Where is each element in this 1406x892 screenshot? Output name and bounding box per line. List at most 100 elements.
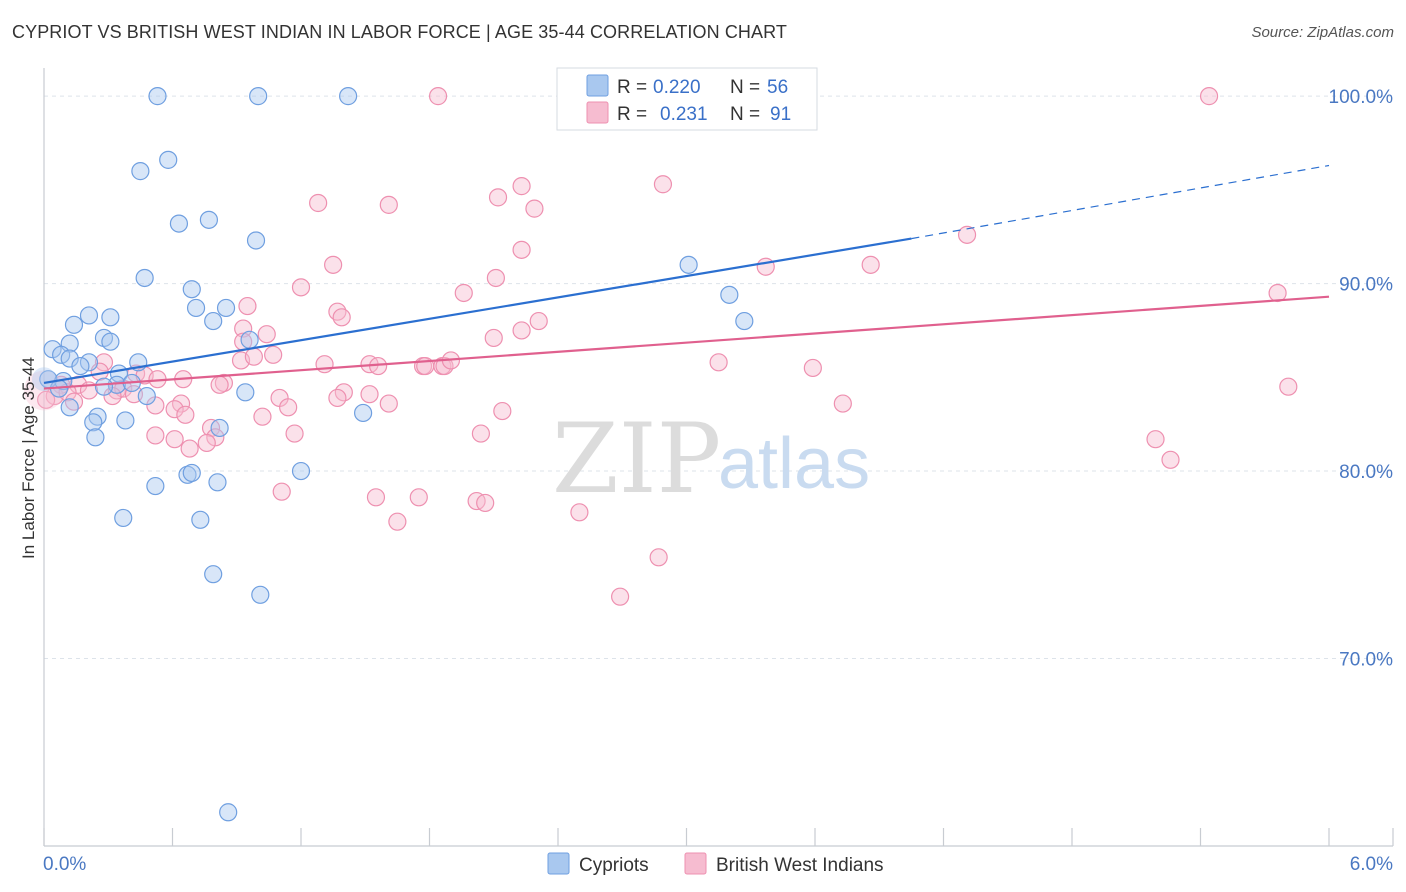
bwi-point: [285, 424, 304, 443]
x-tick-label-min: 0.0%: [43, 854, 86, 875]
bwi-point: [803, 358, 822, 378]
bwi-point: [146, 426, 165, 445]
bwi-point: [653, 175, 673, 194]
trend-lines: [43, 164, 1330, 390]
legend-swatch-cypriots: [586, 74, 609, 97]
bottom-legend-swatch-cypriots: [547, 852, 570, 875]
watermark-atlas: atlas: [718, 424, 870, 504]
bwi-point: [512, 177, 531, 196]
bwi-point: [957, 225, 977, 244]
bwi-point: [1146, 430, 1165, 449]
cypriots-trend-extension: [911, 164, 1330, 240]
cypriot-point: [84, 413, 103, 432]
bwi-point: [37, 390, 56, 409]
cypriot-point: [246, 231, 266, 250]
bwi-point: [379, 394, 398, 413]
cypriots-trend-line: [43, 237, 912, 385]
chart-title: CYPRIOT VS BRITISH WEST INDIAN IN LABOR …: [12, 22, 787, 42]
bwi-point: [409, 488, 428, 507]
bwi-point: [471, 424, 490, 443]
y-tick-label: 100.0%: [1329, 87, 1394, 108]
cypriot-point: [210, 418, 229, 438]
cypriot-point: [116, 411, 135, 430]
bwi-point: [861, 255, 880, 274]
bwi-point: [257, 325, 276, 344]
cypriot-cluster-bubble: [32, 367, 56, 392]
bwi-point: [94, 353, 114, 372]
cypriot-point: [60, 349, 79, 368]
bwi-point: [570, 503, 589, 522]
bwi-point: [1161, 450, 1180, 469]
cypriot-point: [159, 150, 178, 169]
cypriot-point: [354, 403, 373, 423]
bwi-point: [512, 240, 531, 259]
bwi-point: [379, 195, 398, 214]
legend-r-label-1: R =: [617, 77, 647, 98]
cypriot-point: [101, 332, 120, 351]
legend-r-value-1: 0.220: [653, 77, 701, 98]
cypriot-point: [204, 565, 223, 584]
cypriot-point: [71, 356, 90, 376]
bwi-point: [388, 512, 407, 531]
bwi-point: [360, 385, 379, 404]
bwi-point: [488, 188, 508, 207]
cypriot-point: [219, 803, 238, 822]
bottom-legend-swatch-bwi: [684, 852, 707, 875]
legend-r-value-2: 0.231: [660, 104, 708, 125]
x-ticks: [43, 828, 1394, 846]
bwi-point: [1279, 377, 1298, 396]
cypriot-point: [735, 311, 754, 331]
cypriot-point: [236, 383, 255, 402]
cypriot-point: [216, 298, 236, 318]
bwi-point: [529, 311, 548, 331]
cypriot-point: [60, 398, 79, 417]
bwi-point: [234, 319, 253, 338]
cypriot-point: [679, 255, 698, 274]
cypriot-point: [251, 585, 270, 604]
cypriot-point: [720, 285, 739, 304]
bwi-point: [279, 398, 298, 417]
bwi-point: [291, 278, 311, 297]
cypriot-point: [249, 87, 268, 106]
cypriot-point: [64, 315, 84, 334]
bwi-point: [649, 548, 668, 567]
bwi-point: [180, 439, 199, 458]
cypriot-point: [291, 461, 311, 481]
cypriot-point: [186, 298, 206, 318]
cypriot-point: [146, 476, 165, 496]
bwi-point: [210, 375, 229, 394]
bwi-point: [264, 345, 283, 364]
cypriot-point: [169, 214, 189, 233]
bwi-point: [493, 401, 512, 421]
bwi-point: [709, 353, 728, 372]
x-tick-label-max: 6.0%: [1350, 854, 1393, 875]
cypriot-point: [204, 311, 223, 331]
bwi-point: [428, 87, 448, 106]
cypriot-point: [114, 508, 133, 528]
cypriot-point: [199, 210, 219, 229]
cypriot-point: [182, 463, 201, 483]
bwi-point: [253, 407, 272, 426]
cypriot-point: [94, 377, 114, 396]
grid-lines: [44, 95, 1393, 660]
cypriot-point: [339, 87, 358, 106]
cypriot-point: [135, 268, 154, 288]
bwi-point: [332, 308, 351, 327]
legend-n-value-2: 91: [770, 104, 791, 125]
legend-n-label-1: N =: [730, 77, 760, 98]
cypriot-point: [131, 162, 150, 181]
y-tick-labels: 100.0% 90.0% 80.0% 70.0%: [1329, 87, 1394, 670]
axes: [43, 68, 1393, 847]
bwi-point: [611, 587, 630, 606]
bwi-trend-line: [43, 295, 1330, 390]
bwi-point: [328, 388, 347, 408]
bottom-legend-label-bwi: British West Indians: [716, 855, 884, 876]
bwi-point: [476, 493, 495, 513]
legend-n-label-2: N =: [730, 104, 760, 125]
cypriot-point: [86, 428, 105, 447]
legend-n-value-1: 56: [767, 77, 788, 98]
watermark: ZIP atlas: [552, 403, 870, 515]
cypriot-point: [101, 308, 120, 327]
bwi-point: [165, 430, 184, 449]
